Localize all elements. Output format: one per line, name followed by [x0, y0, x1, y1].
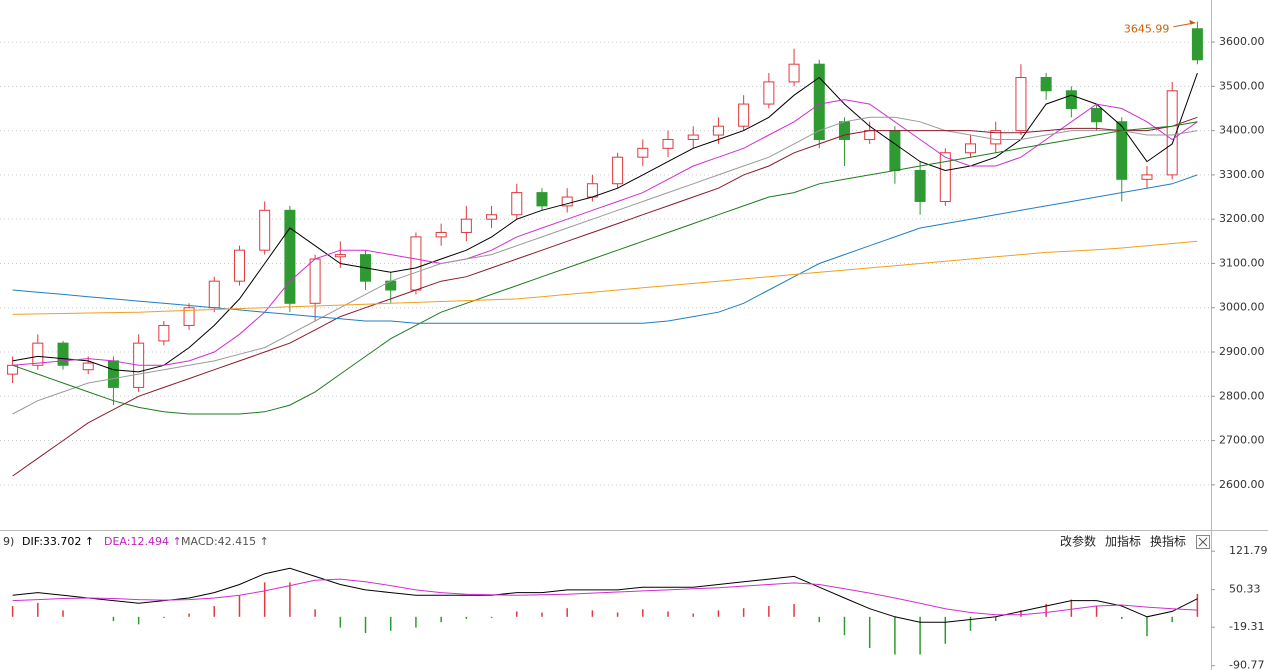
y-tick-label: 3500.00 — [1219, 79, 1265, 92]
y-tick-label: 2900.00 — [1219, 345, 1265, 358]
candle-body — [990, 130, 1002, 145]
candle-body — [284, 209, 296, 304]
macd-label: MACD:42.415 ↑ — [181, 535, 269, 548]
button[interactable]: 换指标 — [1150, 534, 1186, 549]
y-tick-label: -90.77 — [1229, 659, 1264, 670]
dea-label: DEA:12.494 ↑ — [104, 535, 182, 548]
candle-body — [637, 147, 649, 158]
y-tick-label: 121.79 — [1229, 544, 1268, 557]
dif-label: DIF:33.702 ↑ — [22, 535, 94, 548]
y-tick-label: 3100.00 — [1219, 256, 1265, 269]
candle-body — [259, 209, 271, 251]
ma-line — [12, 116, 1198, 415]
candle-body — [1191, 28, 1203, 61]
y-tick-label: 3300.00 — [1219, 168, 1265, 181]
candle-body — [233, 249, 245, 282]
ma-line — [12, 72, 1198, 373]
y-tick-label: 3000.00 — [1219, 301, 1265, 314]
macd-param: 9) — [3, 535, 14, 548]
macd-header: 9) DIF:33.702 ↑ DEA:12.494 ↑ MACD:42.415… — [3, 534, 1210, 549]
candle-body — [1015, 76, 1027, 132]
ma-line — [12, 99, 1198, 366]
candle-body — [864, 130, 876, 140]
candle-body — [612, 156, 624, 185]
y-tick-label: 3400.00 — [1219, 124, 1265, 137]
y-tick-label: -19.31 — [1229, 620, 1264, 633]
y-tick-label: 2800.00 — [1219, 389, 1265, 402]
candle-body — [914, 169, 926, 202]
ma-line — [12, 116, 1198, 477]
candle-body — [687, 134, 699, 140]
candle-body — [1166, 90, 1178, 176]
candle-body — [712, 125, 724, 136]
candle-body — [511, 192, 523, 216]
candle-body — [107, 360, 119, 388]
y-tick-label: 2700.00 — [1219, 434, 1265, 447]
candle-body — [788, 63, 800, 83]
candle-body — [82, 362, 94, 371]
candle-body — [309, 258, 321, 304]
candle-body — [183, 307, 195, 326]
candle-body — [158, 324, 170, 342]
candle-body — [1091, 107, 1103, 123]
close-button[interactable] — [1196, 535, 1210, 549]
candle-body — [208, 280, 220, 309]
candle-body — [57, 342, 69, 366]
candle-body — [1040, 76, 1052, 92]
y-tick-label: 50.33 — [1229, 583, 1261, 596]
ma-line — [12, 121, 1198, 415]
dea-line — [12, 578, 1198, 616]
annotation-arrowhead — [1189, 19, 1196, 25]
candle-body — [813, 63, 825, 140]
high-annotation: 3645.99 — [1124, 23, 1170, 36]
y-tick-label: 3600.00 — [1219, 35, 1265, 48]
candle-body — [838, 121, 850, 140]
ma-line — [12, 174, 1198, 324]
y-tick-label: 2600.00 — [1219, 478, 1265, 491]
candle-body — [662, 138, 674, 149]
candle-body — [763, 81, 775, 105]
button[interactable]: 改参数 — [1060, 534, 1096, 549]
candle-body — [561, 196, 573, 207]
dif-line — [12, 567, 1198, 623]
candle-body — [435, 231, 447, 238]
candle-body — [460, 218, 472, 233]
candle-body — [1116, 121, 1128, 180]
candle-body — [536, 192, 548, 207]
ma-line — [12, 240, 1198, 315]
candle-body — [1065, 90, 1077, 109]
candle-body — [889, 130, 901, 171]
candle-body — [738, 103, 750, 127]
candle-body — [486, 214, 498, 220]
candle-body — [334, 254, 346, 258]
candle-body — [410, 236, 422, 291]
candle-body — [1141, 174, 1153, 180]
candle-body — [32, 342, 44, 366]
candle-body — [586, 183, 598, 198]
y-tick-label: 3200.00 — [1219, 212, 1265, 225]
candle-body — [939, 152, 951, 202]
candle-body — [965, 143, 977, 154]
button[interactable]: 加指标 — [1105, 534, 1141, 549]
